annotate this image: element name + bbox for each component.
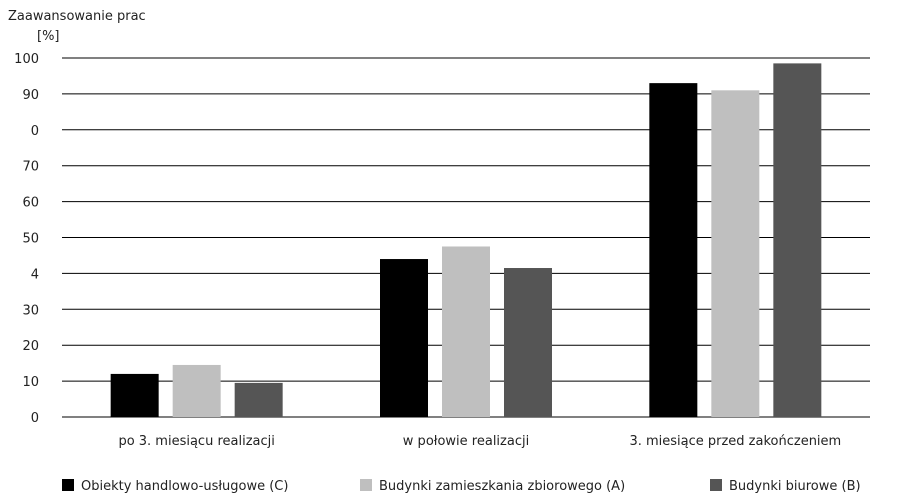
- y-tick-label: 70: [22, 160, 39, 175]
- y-tick-label: 0: [31, 411, 39, 426]
- y-axis-label: Zaawansowanie prac [%]: [8, 9, 146, 44]
- y-tick-label: 20: [22, 339, 39, 354]
- y-tick-label: 100: [14, 52, 39, 67]
- bar: [504, 268, 552, 417]
- bars: [110, 63, 822, 417]
- legend: Obiekty handlowo-usługowe (C) Budynki zam…: [62, 479, 861, 494]
- legend-swatch: [360, 479, 372, 491]
- x-category-label: 3. miesiące przed zakończeniem: [629, 434, 841, 449]
- x-category-label: po 3. miesiącu realizacji: [118, 434, 274, 449]
- legend-item: Budynki zamieszkania zbiorowego (A): [360, 479, 625, 494]
- bar: [380, 259, 428, 417]
- y-tick-label: 90: [22, 88, 39, 103]
- bar: [172, 364, 221, 417]
- bar: [649, 83, 698, 417]
- y-tick-label: 4: [31, 267, 39, 282]
- bar: [442, 246, 490, 417]
- y-axis-ticks: 0 10 20 30 4 50 60 70 0 90 100: [14, 52, 39, 426]
- legend-label: Obiekty handlowo-usługowe (C): [81, 479, 288, 494]
- legend-item: Obiekty handlowo-usługowe (C): [62, 479, 288, 494]
- legend-item: Budynki biurowe (B): [710, 479, 861, 494]
- legend-label: Budynki zamieszkania zbiorowego (A): [379, 479, 625, 494]
- y-axis-label-line1: Zaawansowanie prac: [8, 9, 146, 24]
- y-tick-label: 60: [22, 196, 39, 211]
- y-tick-label: 50: [22, 232, 39, 247]
- x-axis-categories: po 3. miesiącu realizacji w połowie reali…: [118, 434, 841, 449]
- y-tick-label: 0: [31, 124, 39, 139]
- y-axis-label-line2: [%]: [37, 29, 60, 44]
- legend-label: Budynki biurowe (B): [729, 479, 861, 494]
- bar: [773, 63, 822, 417]
- y-tick-label: 30: [22, 303, 39, 318]
- bar: [711, 90, 760, 417]
- bar: [234, 382, 283, 417]
- bar: [110, 373, 159, 417]
- legend-swatch: [710, 479, 722, 491]
- legend-swatch: [62, 479, 74, 491]
- x-category-label: w połowie realizacji: [403, 434, 529, 449]
- y-tick-label: 10: [22, 375, 39, 390]
